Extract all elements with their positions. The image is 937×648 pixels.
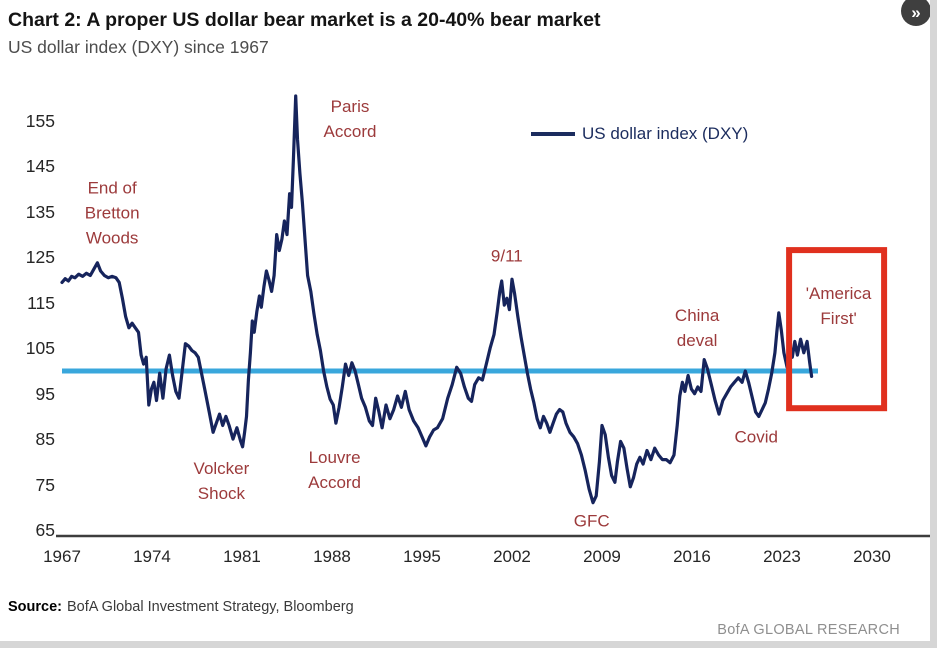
annotation-america-first: 'America First' bbox=[805, 283, 872, 328]
page-edge-right bbox=[930, 0, 937, 648]
y-tick-85: 85 bbox=[35, 429, 55, 450]
x-tick-1981: 1981 bbox=[223, 547, 261, 566]
chart-title: Chart 2: A proper US dollar bear market … bbox=[8, 9, 601, 31]
annotation-gfc: GFC bbox=[573, 511, 610, 531]
x-tick-1974: 1974 bbox=[133, 547, 171, 566]
source-note: Source: BofA Global Investment Strategy, … bbox=[8, 599, 354, 615]
x-tick-2023: 2023 bbox=[763, 547, 801, 566]
annotation-paris-accord: Paris Accord bbox=[323, 96, 377, 141]
annotation-end-of-bretton-woods: End of Bretton Woods bbox=[84, 178, 140, 248]
annotation-volcker-shock: Volcker Shock bbox=[193, 458, 250, 503]
x-tick-2016: 2016 bbox=[673, 547, 711, 566]
x-tick-1967: 1967 bbox=[43, 547, 81, 566]
annotation-covid: Covid bbox=[734, 427, 778, 447]
y-tick-105: 105 bbox=[25, 338, 55, 359]
y-tick-145: 145 bbox=[25, 156, 55, 177]
y-tick-75: 75 bbox=[35, 474, 55, 495]
y-tick-125: 125 bbox=[25, 247, 55, 268]
legend-label: US dollar index (DXY) bbox=[582, 124, 749, 143]
legend-line-swatch bbox=[531, 132, 575, 136]
annotation-china-deval: China deval bbox=[674, 305, 720, 350]
y-tick-65: 65 bbox=[35, 520, 55, 540]
chart-subtitle: US dollar index (DXY) since 1967 bbox=[8, 37, 269, 57]
x-tick-2030: 2030 bbox=[853, 547, 891, 566]
brand-label: BofA GLOBAL RESEARCH bbox=[717, 622, 900, 638]
y-tick-155: 155 bbox=[25, 111, 55, 132]
source-text: BofA Global Investment Strategy, Bloombe… bbox=[67, 599, 354, 615]
y-tick-95: 95 bbox=[35, 383, 55, 404]
y-tick-115: 115 bbox=[27, 292, 55, 313]
dxy-line-series bbox=[60, 94, 814, 505]
x-tick-2009: 2009 bbox=[583, 547, 621, 566]
expand-button[interactable]: » bbox=[901, 0, 931, 26]
annotation-louvre-accord: Louvre Accord bbox=[308, 448, 362, 493]
annotation-nine-eleven: 9/11 bbox=[490, 246, 523, 266]
double-chevron-right-icon: » bbox=[911, 2, 921, 22]
america-first-highlight-box bbox=[786, 247, 888, 412]
source-label: Source: bbox=[8, 599, 62, 615]
legend: US dollar index (DXY) bbox=[531, 124, 748, 144]
x-tick-2002: 2002 bbox=[493, 547, 531, 566]
x-tick-1995: 1995 bbox=[403, 547, 441, 566]
x-tick-1988: 1988 bbox=[313, 547, 351, 566]
page-edge-bottom bbox=[0, 641, 937, 648]
y-tick-135: 135 bbox=[25, 201, 55, 222]
